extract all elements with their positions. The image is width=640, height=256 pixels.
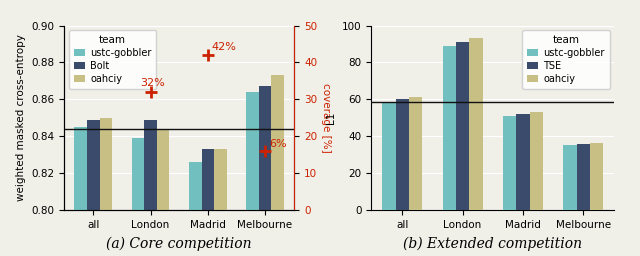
Bar [577,144,590,210]
Bar [456,42,469,210]
Text: 32%: 32% [140,78,165,88]
Legend: ustc-gobbler, Bolt, oahciy: ustc-gobbler, Bolt, oahciy [69,30,157,89]
Bar [503,116,516,210]
Bar [132,138,144,210]
Bar [144,120,157,210]
Legend: ustc-gobbler, TSE, oahciy: ustc-gobbler, TSE, oahciy [522,30,609,89]
Bar [214,149,227,210]
Bar [246,92,259,210]
Bar [382,102,396,210]
Text: 6%: 6% [269,139,287,149]
Y-axis label: L1: L1 [326,112,336,124]
Bar [189,162,202,210]
Bar [271,75,284,210]
Bar [530,112,543,210]
Bar [74,127,87,210]
Bar [87,120,100,210]
Bar [100,118,112,210]
Bar [409,97,422,210]
Text: (a) Core competition: (a) Core competition [106,237,252,251]
Bar [469,38,483,210]
Text: (b) Extended competition: (b) Extended competition [403,237,582,251]
Bar [259,87,271,210]
Bar [443,46,456,210]
Bar [157,129,170,210]
Bar [202,149,214,210]
Bar [516,114,530,210]
Bar [563,145,577,210]
Text: 42%: 42% [212,41,237,51]
Bar [590,143,604,210]
Y-axis label: weighted masked cross-entropy: weighted masked cross-entropy [15,34,26,201]
Bar [396,99,409,210]
Y-axis label: coverage [%]: coverage [%] [321,83,331,153]
